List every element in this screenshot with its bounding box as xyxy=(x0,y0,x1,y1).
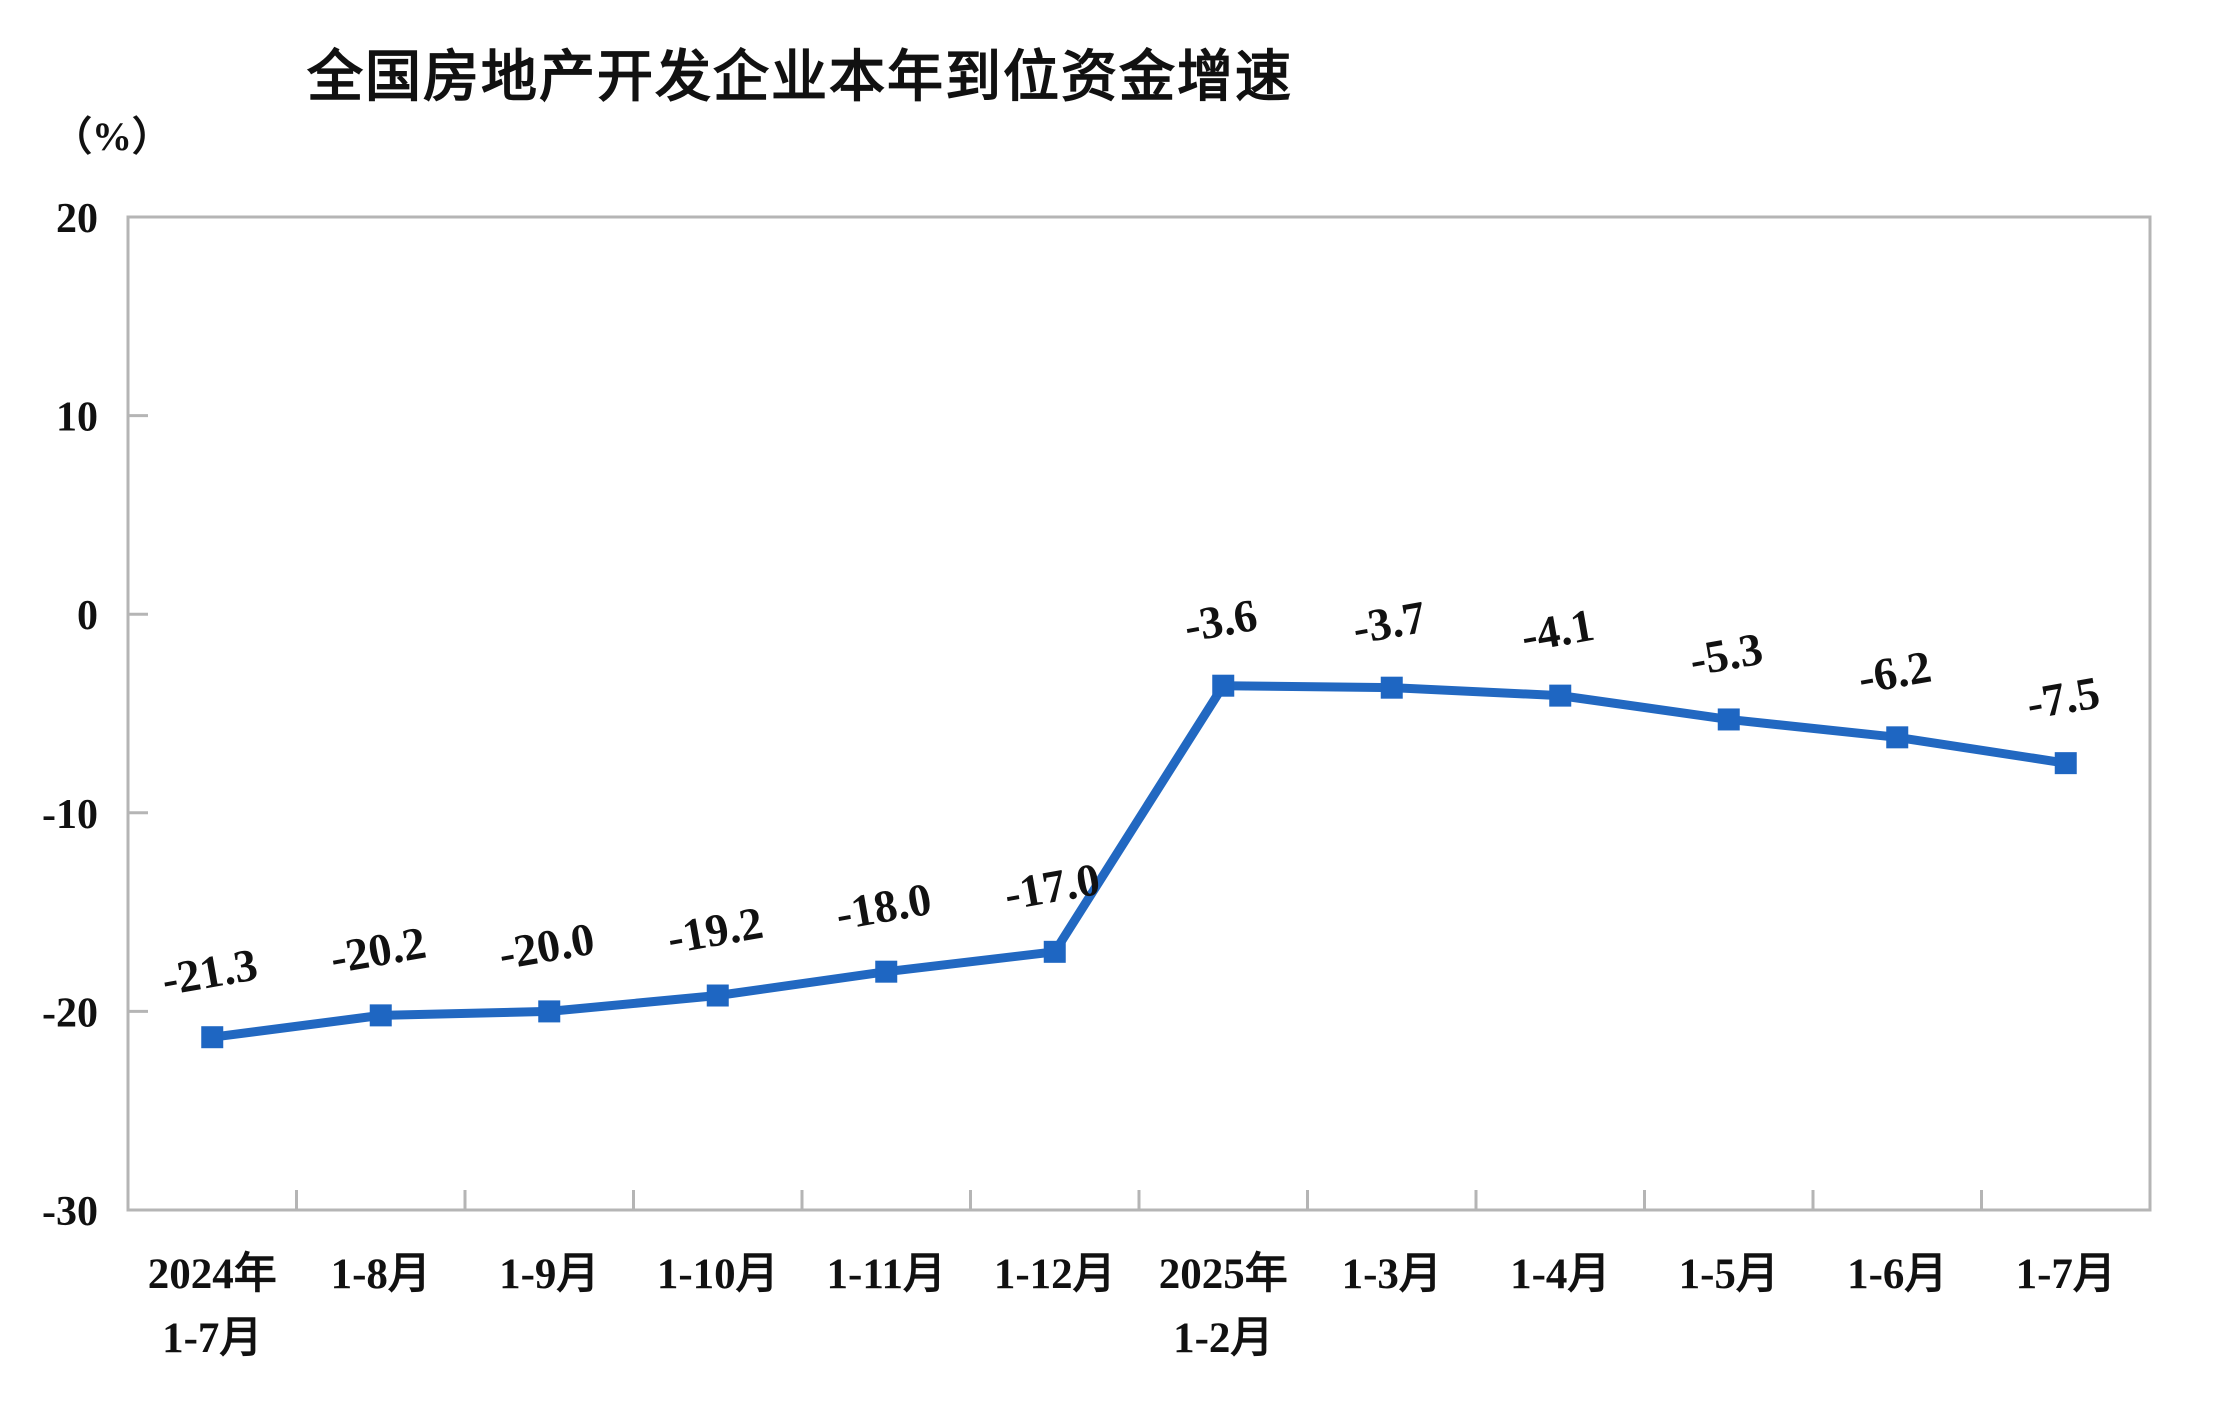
y-axis-tick-label: -20 xyxy=(42,990,98,1036)
data-point-label: -20.0 xyxy=(495,913,598,980)
data-point-marker xyxy=(875,960,898,983)
x-axis-category-label: 1-12月 xyxy=(994,1251,1116,1298)
y-axis-tick-label: 20 xyxy=(56,196,98,242)
data-point-marker xyxy=(1043,940,1066,963)
chart-title: 全国房地产开发企业本年到位资金增速 xyxy=(307,47,1293,109)
x-axis-category-label: 1-4月 xyxy=(1510,1251,1610,1298)
data-point-marker xyxy=(2054,752,2077,775)
x-axis-category-label: 1-8月 xyxy=(331,1251,431,1298)
y-axis-unit-label: （%） xyxy=(52,114,172,159)
data-point-label: -5.3 xyxy=(1686,623,1767,686)
x-axis-category-label: 1-6月 xyxy=(1847,1251,1947,1298)
data-point-marker xyxy=(538,1000,561,1023)
data-line xyxy=(207,681,2071,1042)
y-axis-tick-label: 0 xyxy=(77,593,98,639)
data-point-marker xyxy=(1549,684,1572,707)
plot-border xyxy=(126,215,2152,1212)
data-point-label: -18.0 xyxy=(832,873,935,940)
x-axis-category-label: 1-9月 xyxy=(499,1251,599,1298)
data-point-label: -19.2 xyxy=(663,897,766,964)
x-axis-category-label: 1-7月 xyxy=(2016,1251,2116,1298)
data-point-marker xyxy=(1886,726,1909,749)
y-axis-tick-label: -30 xyxy=(42,1189,98,1235)
data-point-marker xyxy=(201,1026,224,1049)
x-axis-category-label: 1-3月 xyxy=(1342,1251,1442,1298)
x-axis-category-label: 1-11月 xyxy=(827,1251,946,1298)
data-point-label: -7.5 xyxy=(2023,666,2104,729)
x-axis-category-label: 2024年 xyxy=(148,1250,277,1298)
data-point-marker xyxy=(369,1004,392,1027)
data-point-label: -21.3 xyxy=(158,939,261,1006)
data-point-label: -4.1 xyxy=(1517,599,1598,662)
data-point-marker xyxy=(1717,708,1740,731)
y-axis-tick-label: -10 xyxy=(42,792,98,838)
x-axis-category-label: 1-5月 xyxy=(1679,1251,1779,1298)
data-point-label: -17.0 xyxy=(1000,853,1103,920)
data-point-marker xyxy=(706,984,729,1007)
y-axis-tick-label: 10 xyxy=(56,395,98,441)
data-point-marker xyxy=(1380,676,1403,699)
x-axis-category-label: 1-2月 xyxy=(1173,1315,1273,1362)
x-axis-category-label: 1-7月 xyxy=(162,1315,262,1362)
data-point-label: -3.7 xyxy=(1349,591,1430,654)
data-point-label: -20.2 xyxy=(326,917,429,984)
data-point-label: -3.6 xyxy=(1180,589,1261,652)
data-point-marker xyxy=(1212,674,1235,697)
x-axis-category-label: 2025年 xyxy=(1159,1250,1288,1298)
x-axis-category-label: 1-10月 xyxy=(657,1251,779,1298)
data-point-label: -6.2 xyxy=(1854,641,1935,704)
